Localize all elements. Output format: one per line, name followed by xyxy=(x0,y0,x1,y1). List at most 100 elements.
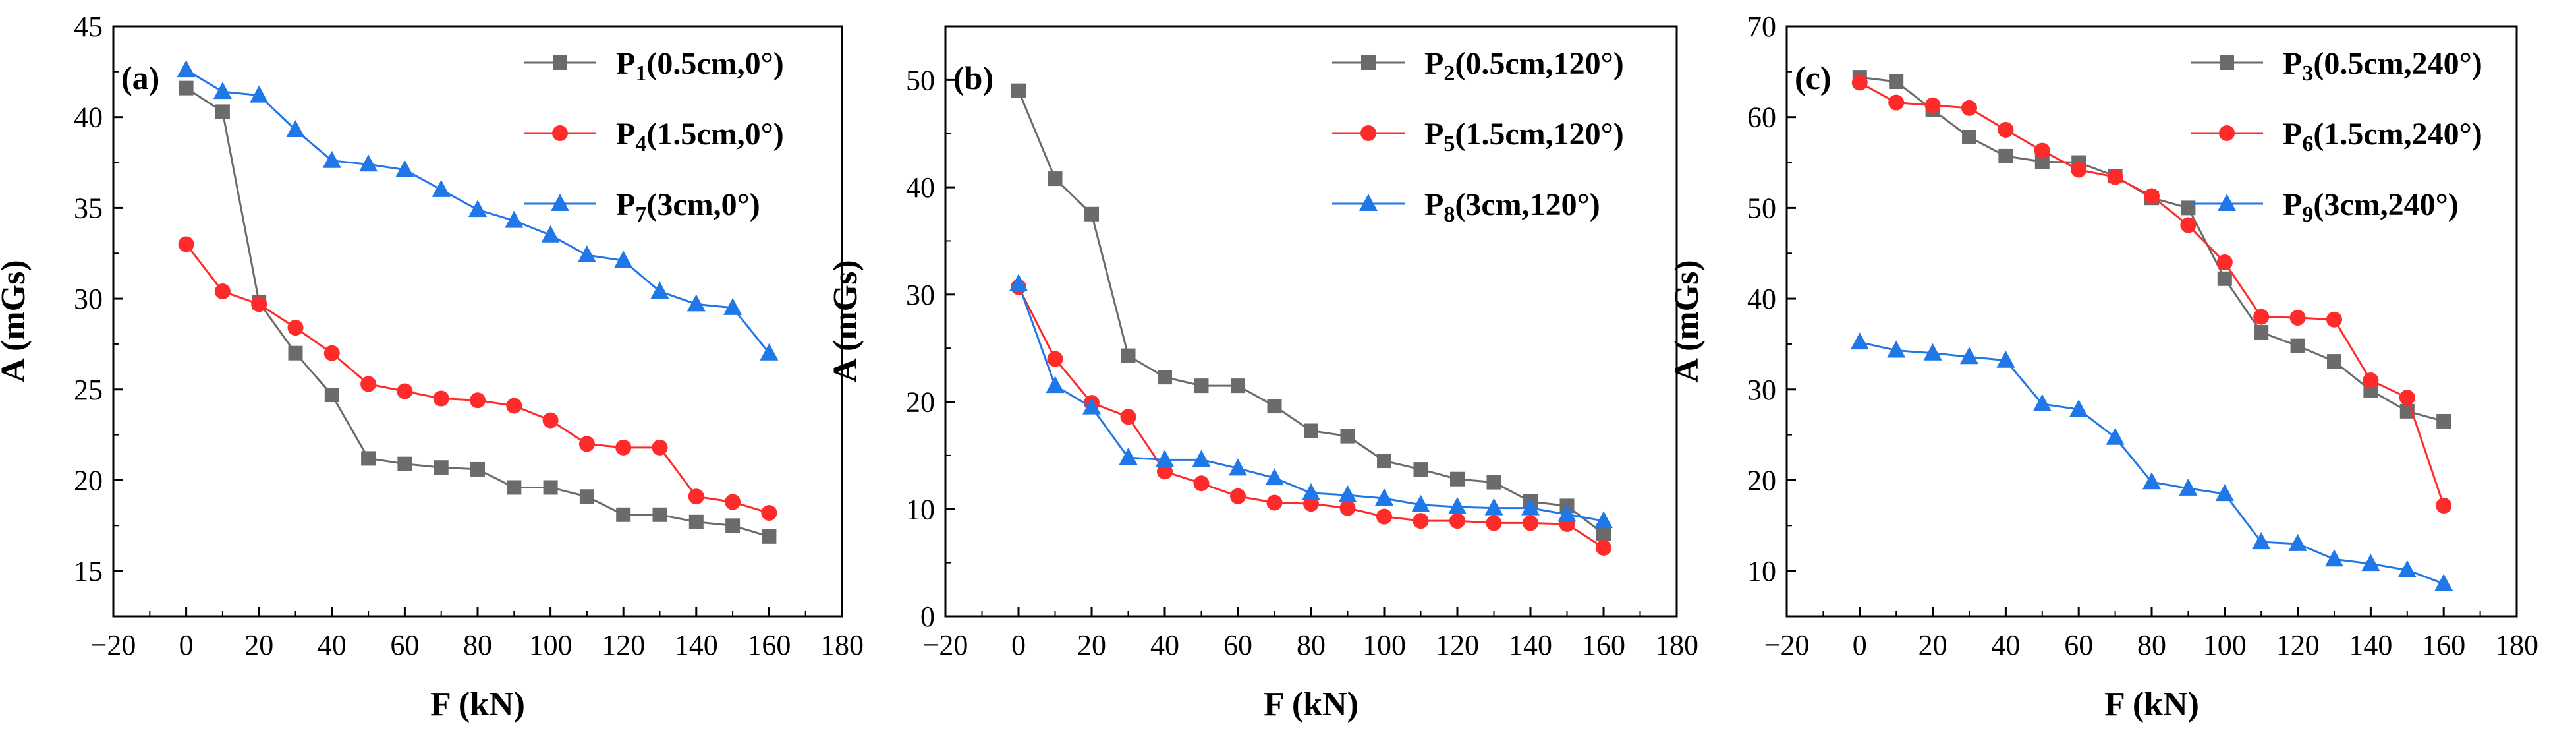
data-point xyxy=(2069,399,2088,417)
data-point xyxy=(322,150,341,168)
data-point xyxy=(323,345,340,361)
data-point xyxy=(1231,378,1245,394)
data-point xyxy=(1413,462,1428,477)
data-point xyxy=(2363,372,2379,388)
panel-label: (c) xyxy=(1795,59,1832,96)
data-point xyxy=(688,514,704,529)
data-point xyxy=(1082,397,1101,415)
data-point xyxy=(1923,343,1942,361)
legend-marker xyxy=(553,55,567,70)
legend-label: P5(1.5cm,120°) xyxy=(1424,117,1624,156)
data-point xyxy=(1887,340,1906,358)
x-tick-label: 160 xyxy=(747,629,791,661)
data-point xyxy=(214,283,231,300)
legend-label-base: P xyxy=(616,46,635,81)
data-point xyxy=(177,60,196,78)
legend-label-base: P xyxy=(2283,46,2302,81)
data-point xyxy=(1523,515,1538,531)
x-tick-label: 120 xyxy=(1436,629,1479,661)
panel-label: (a) xyxy=(121,59,159,96)
y-tick-label: 45 xyxy=(74,11,103,43)
data-point xyxy=(2216,254,2233,270)
data-point xyxy=(215,104,230,119)
data-point xyxy=(324,388,339,403)
data-point xyxy=(1194,378,1209,394)
data-point xyxy=(650,281,669,299)
data-point xyxy=(2180,217,2197,233)
data-point xyxy=(1156,450,1174,467)
data-point xyxy=(1120,409,1136,425)
data-point xyxy=(1084,206,1099,222)
x-tick-label: 120 xyxy=(2276,629,2320,661)
data-point xyxy=(2288,533,2307,551)
data-point xyxy=(688,488,704,505)
x-tick-label: 20 xyxy=(1918,629,1947,661)
chart-panel-a: −20 0 20 40 60 80 100 120 140 160 180 15 20 25 30 35 40 4… xyxy=(0,11,864,723)
data-point xyxy=(578,436,595,452)
legend-label: P7(3cm,0°) xyxy=(616,187,760,227)
data-point xyxy=(2327,354,2341,369)
legend-label-rest: (1.5cm,240°) xyxy=(2313,117,2482,152)
data-point xyxy=(506,398,522,414)
x-axis-title: F (kN) xyxy=(2104,686,2199,723)
y-tick-label: 40 xyxy=(74,102,103,134)
x-tick-label: 80 xyxy=(2137,629,2166,661)
series-triangle xyxy=(177,60,779,361)
data-point xyxy=(1193,475,1210,492)
data-point xyxy=(686,294,706,312)
data-point xyxy=(1411,494,1430,512)
x-tick-label: 100 xyxy=(2203,629,2247,661)
legend-label: P9(3cm,240°) xyxy=(2283,187,2459,227)
data-point xyxy=(2144,188,2160,204)
data-point xyxy=(2290,338,2305,353)
legend-label-base: P xyxy=(1424,117,1443,152)
data-point xyxy=(1998,121,2014,138)
data-point xyxy=(1486,515,1502,531)
data-point xyxy=(1340,429,1355,444)
data-point xyxy=(1121,348,1136,363)
x-tick-label: 80 xyxy=(463,629,492,661)
data-point xyxy=(1048,171,1063,187)
legend-label-rest: (0.5cm,240°) xyxy=(2313,46,2482,81)
x-tick-label: 60 xyxy=(2064,629,2093,661)
data-point xyxy=(541,225,560,243)
data-point xyxy=(250,85,269,103)
legend-label-base: P xyxy=(2283,187,2302,222)
y-axis-title: A (mGs) xyxy=(827,260,864,382)
data-point xyxy=(286,119,305,137)
data-point xyxy=(2215,484,2234,502)
data-point xyxy=(395,160,414,177)
y-tick-label: 20 xyxy=(1747,464,1776,496)
legend-label-base: P xyxy=(616,187,635,222)
legend-label: P1(0.5cm,0°) xyxy=(616,46,784,86)
data-point xyxy=(432,179,451,197)
x-tick-label: 160 xyxy=(2422,629,2465,661)
data-point xyxy=(1521,498,1540,516)
data-point xyxy=(2397,560,2417,577)
data-point xyxy=(1377,454,1391,469)
data-point xyxy=(1302,483,1320,500)
legend-marker xyxy=(1359,194,1378,211)
data-point xyxy=(762,529,777,544)
data-point xyxy=(1961,100,1977,116)
legend-entry: P8(3cm,120°) xyxy=(1332,187,1600,227)
legend-marker xyxy=(2220,55,2234,70)
data-point xyxy=(1339,500,1356,516)
data-point xyxy=(579,489,594,504)
x-tick-label: −20 xyxy=(91,629,136,661)
data-point xyxy=(542,412,559,429)
y-tick-label: 0 xyxy=(920,601,935,633)
legend-label-base: P xyxy=(2283,117,2302,152)
data-point xyxy=(1265,468,1284,486)
x-tick-label: 40 xyxy=(1991,629,2020,661)
data-point xyxy=(361,451,376,466)
x-tick-label: 60 xyxy=(390,629,419,661)
series-triangle xyxy=(1009,274,1613,529)
data-point xyxy=(1850,332,1869,350)
x-tick-label: 140 xyxy=(1509,629,1552,661)
y-tick-label: 40 xyxy=(1747,283,1776,315)
data-point xyxy=(1448,497,1467,515)
data-point xyxy=(1119,448,1138,465)
y-tick-label: 15 xyxy=(74,555,103,587)
